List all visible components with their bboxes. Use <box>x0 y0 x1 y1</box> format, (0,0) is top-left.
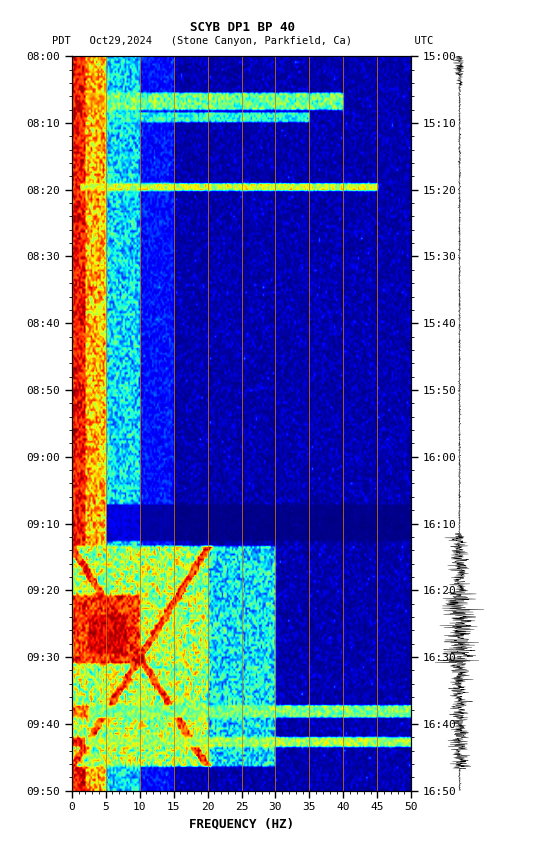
Text: SCYB DP1 BP 40: SCYB DP1 BP 40 <box>190 21 295 34</box>
Text: PDT   Oct29,2024   (Stone Canyon, Parkfield, Ca)          UTC: PDT Oct29,2024 (Stone Canyon, Parkfield,… <box>52 36 433 47</box>
X-axis label: FREQUENCY (HZ): FREQUENCY (HZ) <box>189 818 294 831</box>
